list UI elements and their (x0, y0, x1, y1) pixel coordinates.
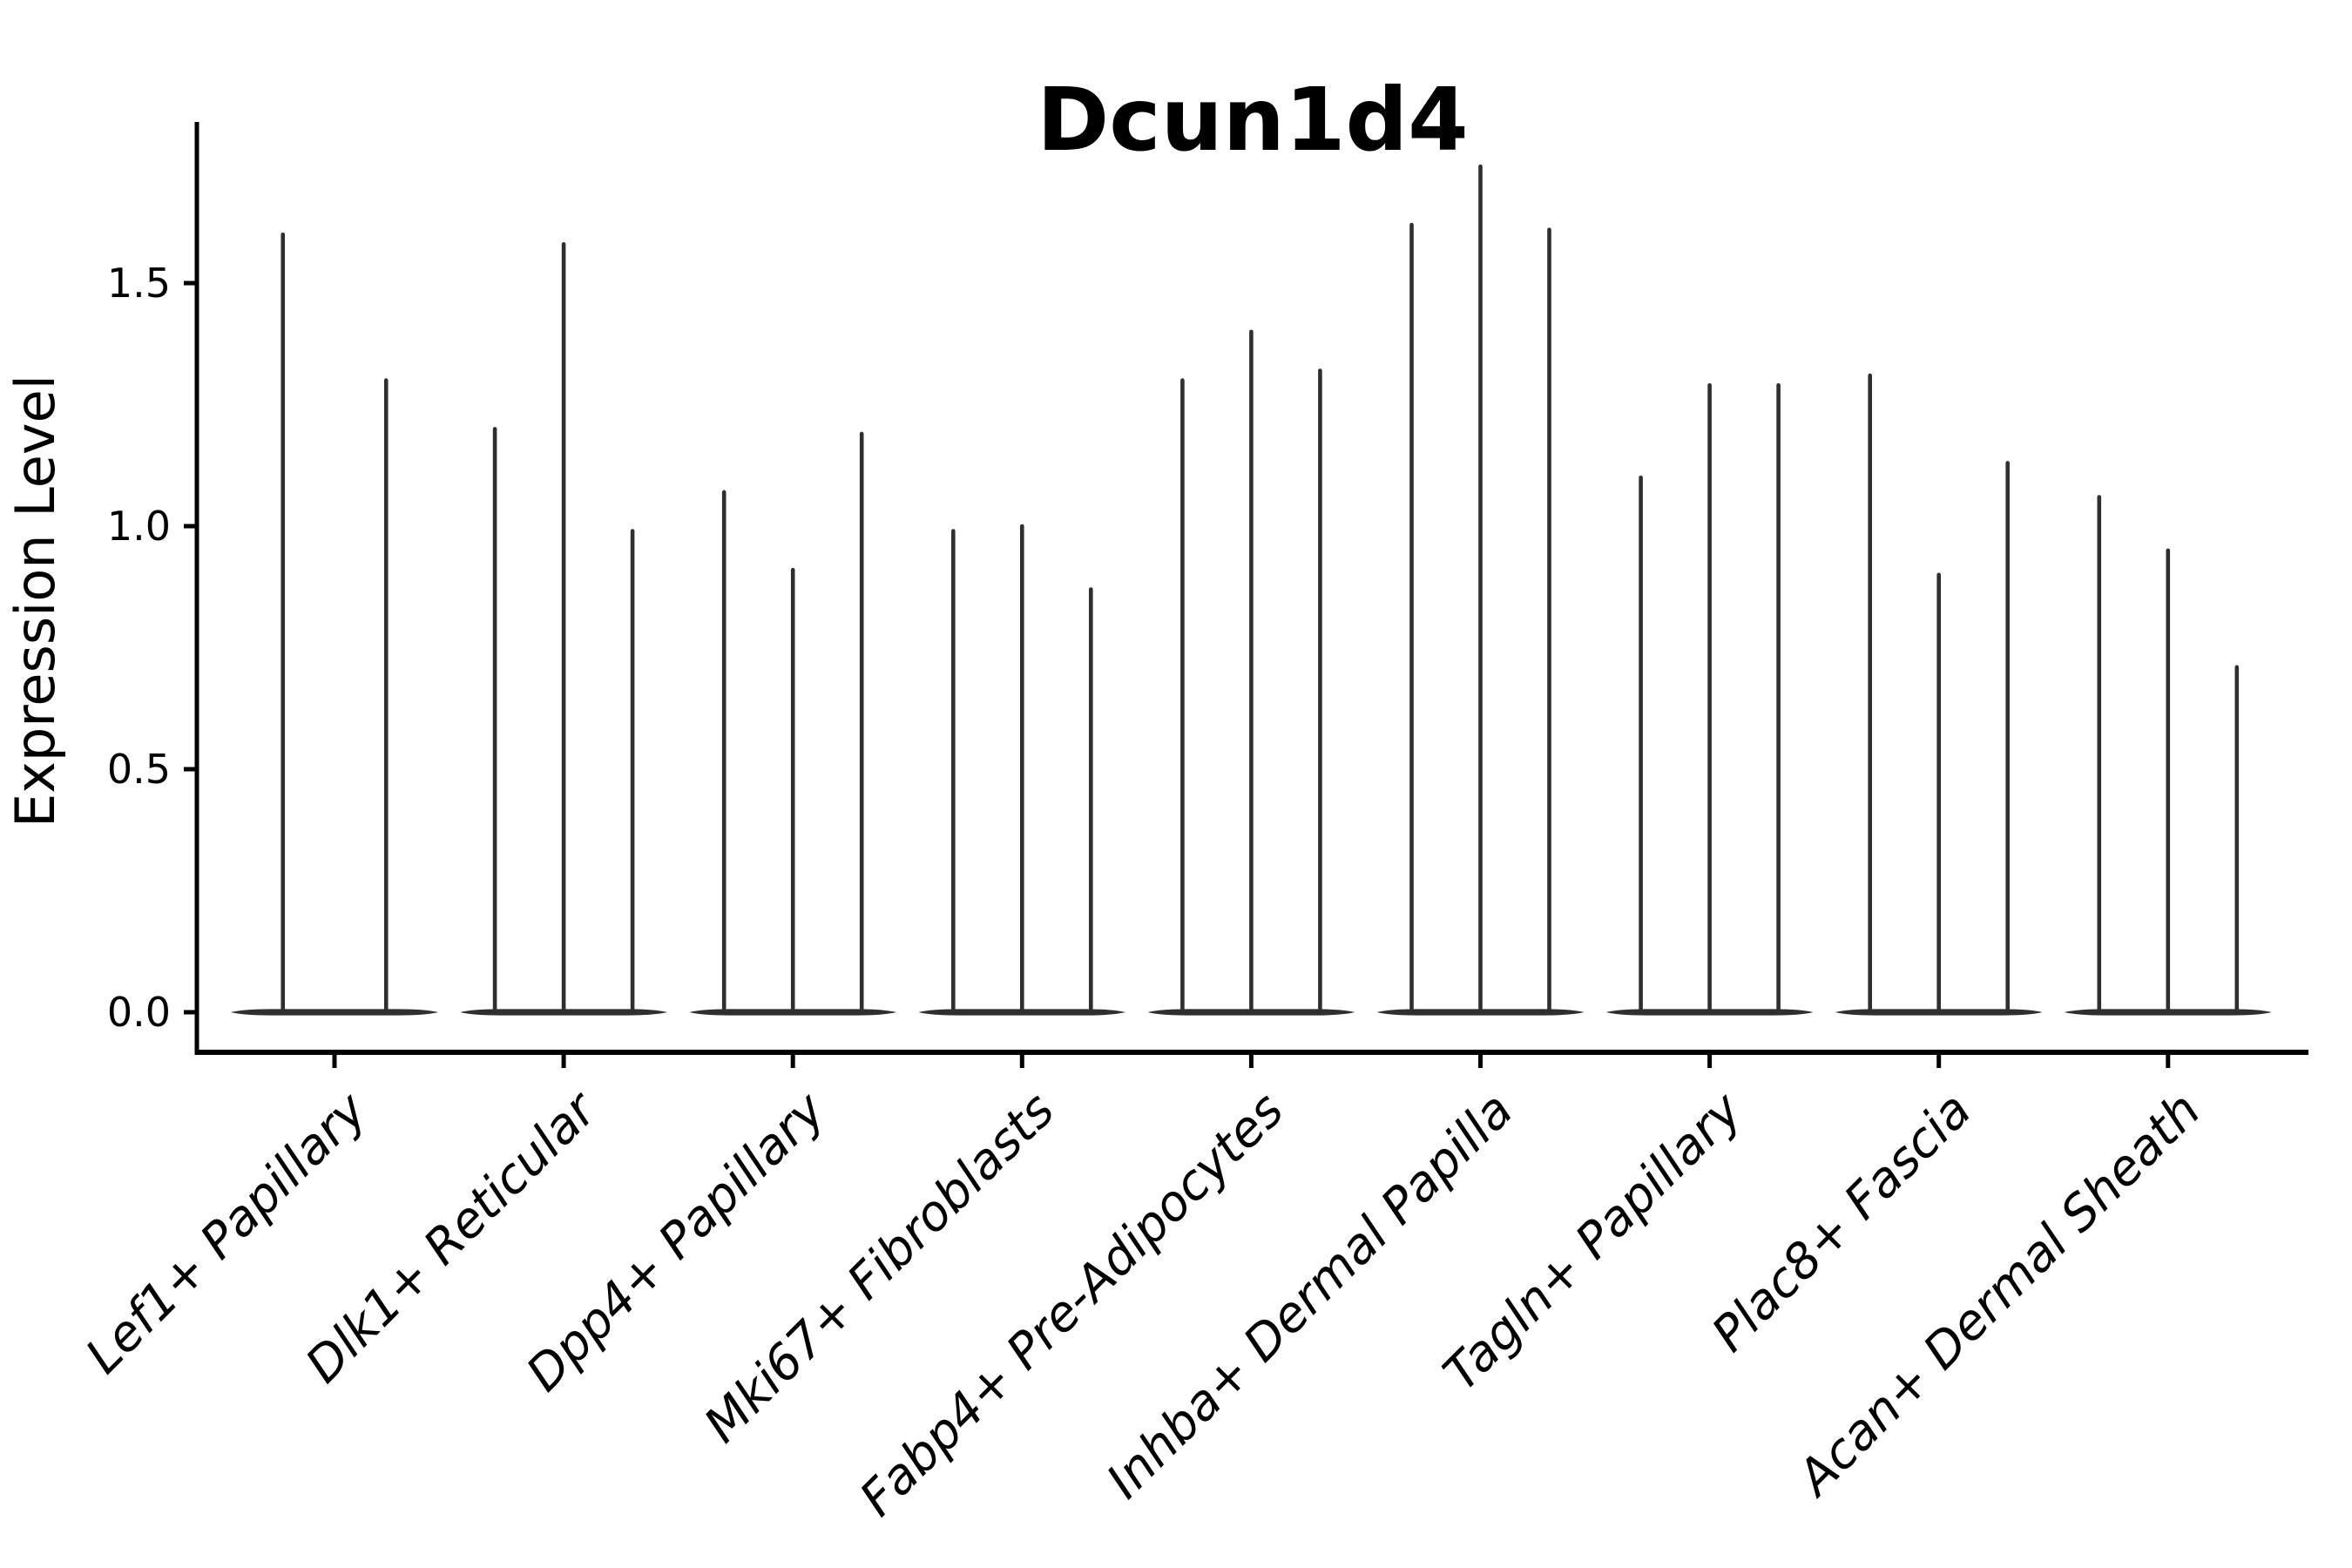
y-axis-ticks: 0.0 0.5 1.0 1.5 (107, 260, 197, 1036)
violin-series (231, 164, 2272, 1016)
chart-title: Dcun1d4 (1037, 69, 1468, 171)
axes-spines (194, 122, 2308, 1055)
y-tick-label: 1.5 (107, 260, 171, 307)
y-tick-label: 0.5 (107, 746, 171, 793)
violin-base (231, 1009, 438, 1016)
y-axis-title: Expression Level (3, 375, 67, 828)
y-tick-label: 0.0 (107, 989, 171, 1036)
y-tick-label: 1.0 (107, 503, 171, 550)
